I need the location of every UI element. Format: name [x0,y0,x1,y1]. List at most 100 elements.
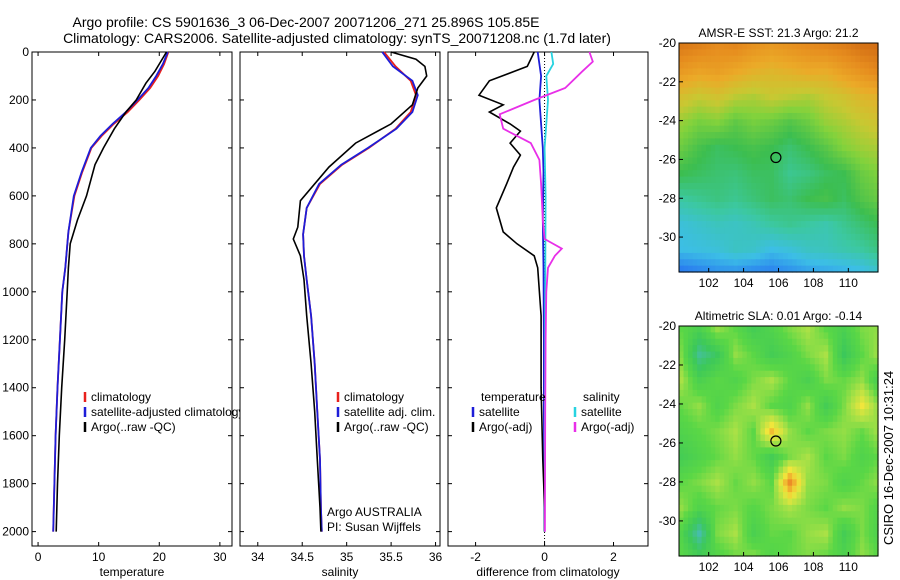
map-cell [742,453,748,461]
map-cell [706,326,712,333]
map-cell [792,49,798,57]
map-cell [823,132,829,140]
map-cell [692,543,698,551]
map-cell [787,43,793,50]
map-cell [751,326,757,333]
map-cell [873,428,879,436]
map-cell [742,246,748,254]
map-cell [855,163,861,171]
map-cell [810,240,816,248]
map-cell [864,332,870,340]
map-cell [864,119,870,127]
map-cell [864,466,870,474]
map-cell [697,485,703,493]
map-cell [746,157,752,165]
map-cell [873,549,879,557]
map-cell [764,357,771,365]
map-cell [810,421,816,429]
map-cell [715,170,721,178]
map-cell [837,49,843,57]
map-cell [855,81,861,89]
map-cell [823,144,829,152]
map-cell [805,74,811,82]
side-timestamp: CSIRO 16-Dec-2007 10:31:24 [881,371,896,545]
map-cell [719,338,725,346]
map-cell [846,409,852,417]
map-cell [846,492,852,500]
map-cell [701,112,707,120]
map-cell [837,364,843,372]
map-cell [683,74,689,82]
map-cell [760,441,766,448]
map-cell [796,383,802,391]
map-cell [855,132,861,140]
map-cell [787,485,793,493]
map-cell [868,106,875,114]
map-cell [764,221,771,229]
map-cell [773,112,780,120]
map-cell [724,208,730,216]
map-cell [773,144,780,152]
map-cell [778,479,784,487]
map-cell [760,74,766,82]
map-cell [764,74,771,82]
map-cell [859,479,866,487]
map-cell [737,93,743,101]
map-cell [683,409,689,417]
y-tick-label: -20 [659,319,677,333]
map-cell [719,68,725,76]
map-cell [742,43,748,50]
map-cell [787,415,793,423]
map-cell [710,409,716,417]
map-cell [719,492,725,500]
map-cell [814,132,820,140]
map-cell [724,81,730,89]
map-cell [755,485,762,493]
map-cell [873,214,879,222]
legend-label: Argo(-adj) [479,420,532,434]
map-cell [764,530,771,538]
map-cell [697,492,703,500]
map-cell [692,151,698,159]
map-cell [688,447,694,455]
map-cell [823,415,829,423]
map-cell [819,170,825,178]
map-cell [769,364,775,372]
map-cell [850,421,856,429]
map-cell [683,370,689,378]
map-cell [724,504,730,512]
map-cell [868,549,875,557]
map-cell [873,100,879,108]
map-cell [719,43,725,50]
map-cell [715,221,721,229]
map-cell [864,233,870,241]
map-cell [778,151,784,159]
legend-header: salinity [583,390,620,404]
map-cell [764,176,771,184]
map-cell [679,93,685,101]
map-cell [737,357,743,365]
map-cell [728,87,734,95]
map-cell [814,498,820,506]
map-cell [719,74,725,82]
map-cell [724,466,730,474]
map-cell [742,163,748,171]
map-cell [796,370,802,378]
map-cell [715,138,721,146]
map-cell [805,112,811,120]
map-cell [864,326,870,333]
map-cell [864,106,870,114]
map-cell [697,434,703,442]
map-cell [832,543,838,551]
map-cell [837,377,843,385]
map-cell [733,195,739,203]
map-cell [832,370,838,378]
map-cell [697,460,703,468]
map-cell [819,202,825,209]
map-cell [837,492,843,500]
map-cell [697,441,703,448]
map-cell [769,377,775,385]
map-cell [724,485,730,493]
map-cell [692,504,698,512]
map-cell [864,460,870,468]
